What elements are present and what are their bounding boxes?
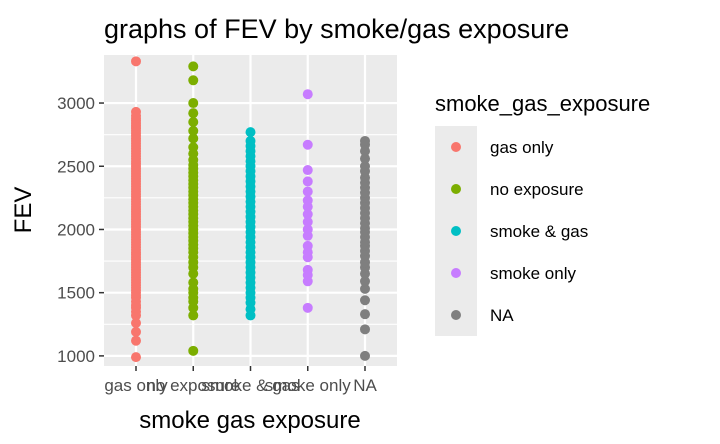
- x-tick-label: smoke only: [265, 376, 351, 395]
- data-point: [302, 224, 313, 235]
- data-point: [360, 295, 370, 306]
- data-point: [188, 125, 199, 136]
- data-point: [188, 345, 199, 356]
- data-point: [302, 186, 313, 197]
- data-point: [188, 277, 199, 288]
- data-point: [131, 318, 141, 329]
- data-point: [360, 153, 370, 164]
- x-tick-label: no exposure: [146, 376, 240, 395]
- data-point: [188, 75, 199, 86]
- data-point: [131, 106, 141, 117]
- legend-label: smoke only: [490, 264, 576, 283]
- data-point: [302, 302, 313, 313]
- data-point: [360, 324, 370, 335]
- data-point: [302, 216, 313, 227]
- y-tick-label: 1500: [57, 284, 95, 303]
- y-tick-label: 1000: [57, 347, 95, 366]
- x-tick-label: NA: [353, 376, 377, 395]
- data-point: [360, 283, 370, 294]
- data-point: [360, 135, 370, 146]
- data-point: [131, 326, 141, 337]
- data-point: [360, 276, 370, 287]
- data-point: [188, 108, 199, 119]
- data-point: [302, 195, 313, 206]
- data-point: [188, 61, 199, 72]
- data-point: [188, 133, 199, 144]
- data-point: [245, 135, 256, 146]
- data-point: [131, 335, 141, 346]
- legend-label: no exposure: [490, 180, 584, 199]
- data-point: [188, 142, 199, 153]
- chart-title: graphs of FEV by smoke/gas exposure: [104, 14, 569, 44]
- data-point: [360, 350, 370, 361]
- data-point: [188, 98, 199, 109]
- legend-key-point: [451, 268, 461, 278]
- legend-key-point: [451, 310, 461, 320]
- data-point: [245, 127, 256, 138]
- y-tick-label: 2500: [57, 157, 95, 176]
- data-point: [302, 89, 313, 100]
- data-point: [302, 139, 313, 150]
- data-point: [131, 352, 141, 363]
- data-point: [360, 161, 370, 172]
- data-point: [360, 309, 370, 320]
- legend-label: smoke & gas: [490, 222, 588, 241]
- y-axis-label: FEV: [10, 187, 37, 234]
- data-point: [302, 209, 313, 220]
- data-point: [302, 240, 313, 251]
- x-tick-label: smoke & gas: [201, 376, 299, 395]
- data-points: [131, 56, 370, 363]
- legend-title: smoke_gas_exposure: [435, 91, 650, 116]
- data-point: [302, 264, 313, 275]
- x-axis-label: smoke gas exposure: [139, 407, 360, 434]
- data-point: [131, 56, 141, 67]
- data-point: [302, 176, 313, 187]
- data-point: [188, 310, 199, 321]
- data-point: [188, 117, 199, 128]
- y-tick-label: 3000: [57, 94, 95, 113]
- legend-label: gas only: [490, 138, 554, 157]
- y-axis: 1000 1500 2000 2500 3000: [57, 94, 104, 366]
- legend: smoke_gas_exposure gas only no exposure sm…: [435, 91, 650, 336]
- data-point: [302, 165, 313, 176]
- legend-key-point: [451, 226, 461, 236]
- y-tick-label: 2000: [57, 220, 95, 239]
- x-tick-label: gas only: [104, 376, 168, 395]
- legend-label: NA: [490, 306, 514, 325]
- legend-key-point: [451, 142, 461, 152]
- legend-key-point: [451, 184, 461, 194]
